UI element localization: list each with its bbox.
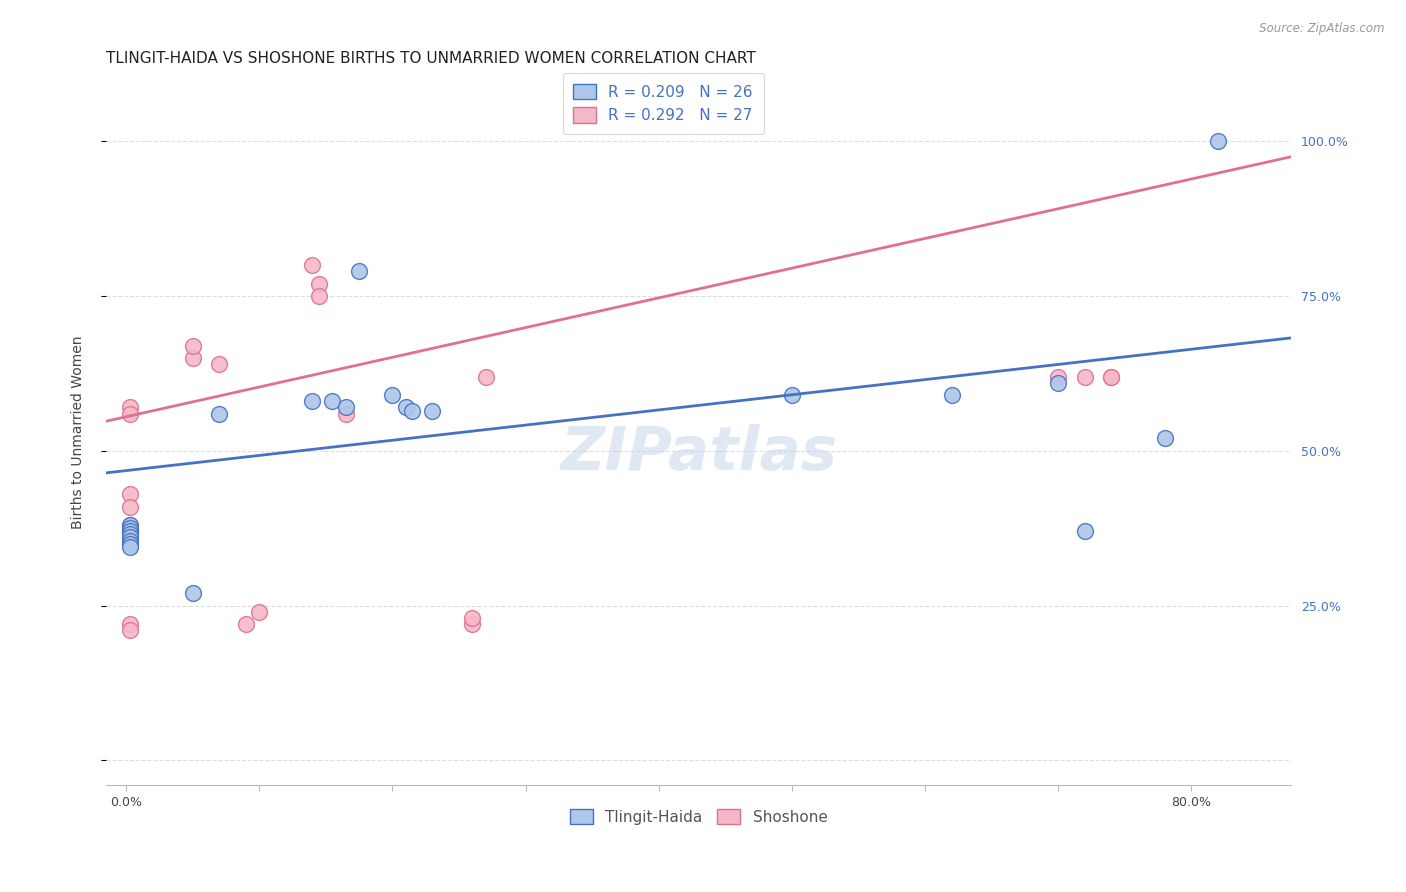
Point bbox=[401, 403, 423, 417]
Point bbox=[335, 401, 357, 415]
Point bbox=[118, 518, 141, 533]
Point bbox=[118, 524, 141, 539]
Point bbox=[208, 357, 231, 371]
Point bbox=[118, 533, 141, 548]
Point bbox=[118, 624, 141, 638]
Point bbox=[118, 617, 141, 632]
Point bbox=[780, 388, 803, 402]
Point bbox=[181, 338, 204, 352]
Point bbox=[420, 403, 443, 417]
Point bbox=[301, 394, 323, 409]
Point bbox=[1206, 134, 1229, 148]
Text: ZIPatlas: ZIPatlas bbox=[560, 424, 837, 483]
Y-axis label: Births to Unmarried Women: Births to Unmarried Women bbox=[72, 335, 86, 529]
Text: Source: ZipAtlas.com: Source: ZipAtlas.com bbox=[1260, 22, 1385, 36]
Point bbox=[118, 536, 141, 550]
Point bbox=[118, 487, 141, 501]
Point bbox=[395, 401, 418, 415]
Point bbox=[181, 586, 204, 600]
Point bbox=[308, 277, 330, 291]
Point bbox=[381, 388, 404, 402]
Point bbox=[1101, 369, 1123, 384]
Point bbox=[308, 289, 330, 303]
Point bbox=[1153, 431, 1175, 445]
Point bbox=[347, 264, 370, 278]
Point bbox=[118, 407, 141, 421]
Point bbox=[235, 617, 257, 632]
Point bbox=[118, 518, 141, 533]
Point bbox=[335, 407, 357, 421]
Text: TLINGIT-HAIDA VS SHOSHONE BIRTHS TO UNMARRIED WOMEN CORRELATION CHART: TLINGIT-HAIDA VS SHOSHONE BIRTHS TO UNMA… bbox=[105, 51, 756, 66]
Point bbox=[118, 531, 141, 545]
Point bbox=[461, 617, 484, 632]
Legend: Tlingit-Haida, Shoshone: Tlingit-Haida, Shoshone bbox=[561, 799, 837, 834]
Point bbox=[247, 605, 270, 619]
Point bbox=[461, 611, 484, 625]
Point bbox=[1074, 369, 1097, 384]
Point bbox=[941, 388, 963, 402]
Point bbox=[118, 401, 141, 415]
Point bbox=[118, 521, 141, 535]
Point bbox=[118, 524, 141, 539]
Point bbox=[321, 394, 343, 409]
Point bbox=[181, 351, 204, 365]
Point bbox=[1074, 524, 1097, 539]
Point bbox=[1101, 369, 1123, 384]
Point bbox=[118, 540, 141, 554]
Point bbox=[118, 527, 141, 541]
Point bbox=[1047, 376, 1070, 390]
Point bbox=[301, 258, 323, 272]
Point bbox=[208, 407, 231, 421]
Point bbox=[474, 369, 496, 384]
Point bbox=[118, 500, 141, 514]
Point bbox=[1047, 369, 1070, 384]
